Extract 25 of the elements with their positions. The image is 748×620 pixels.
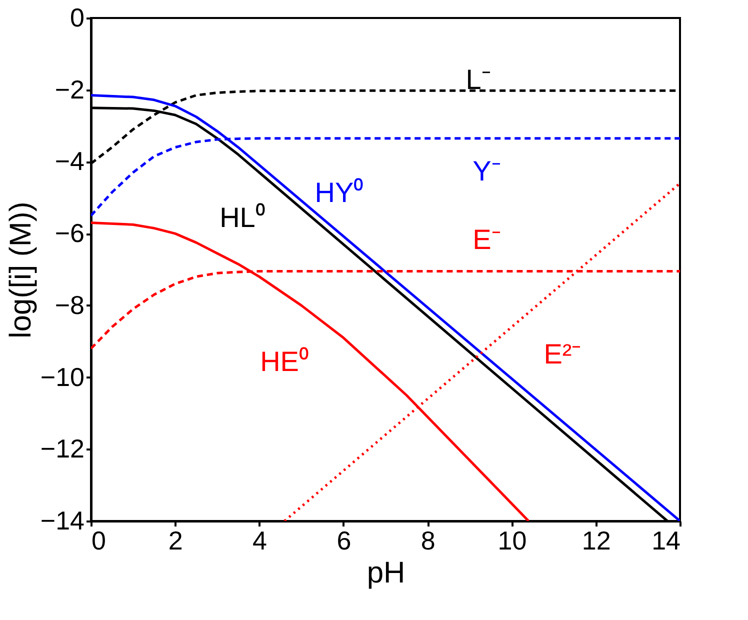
series-label: L⁻ [466, 64, 490, 95]
y-tick-label: −10 [40, 362, 84, 392]
x-axis-title: pH [366, 556, 406, 590]
x-tick-label: 8 [420, 526, 436, 556]
y-tick-label: −14 [40, 506, 84, 536]
x-tick-label: 2 [168, 526, 183, 556]
series-label: HL⁰ [220, 202, 266, 234]
series-label: HE⁰ [260, 346, 309, 377]
series-label: E⁻ [472, 224, 500, 255]
x-tick-label: 4 [252, 526, 268, 556]
x-tick-label: 10 [498, 526, 527, 556]
y-tick-label: −12 [40, 434, 84, 464]
series-label: Y⁻ [472, 155, 500, 186]
series-label: HY⁰ [314, 177, 364, 208]
y-axis-title: log([i] (M)) [4, 202, 38, 338]
y-tick-label: −4 [54, 146, 84, 176]
y-tick-label: −2 [54, 74, 84, 104]
series-label: E²⁻ [544, 338, 581, 370]
x-tick-label: 12 [582, 526, 611, 556]
y-tick-label: 0 [70, 2, 84, 32]
x-tick-label: 6 [336, 526, 352, 556]
y-tick-label: −8 [54, 290, 84, 320]
y-tick-label: −6 [54, 218, 84, 248]
x-tick-label: 0 [92, 526, 106, 556]
x-tick-label: 14 [652, 526, 680, 556]
